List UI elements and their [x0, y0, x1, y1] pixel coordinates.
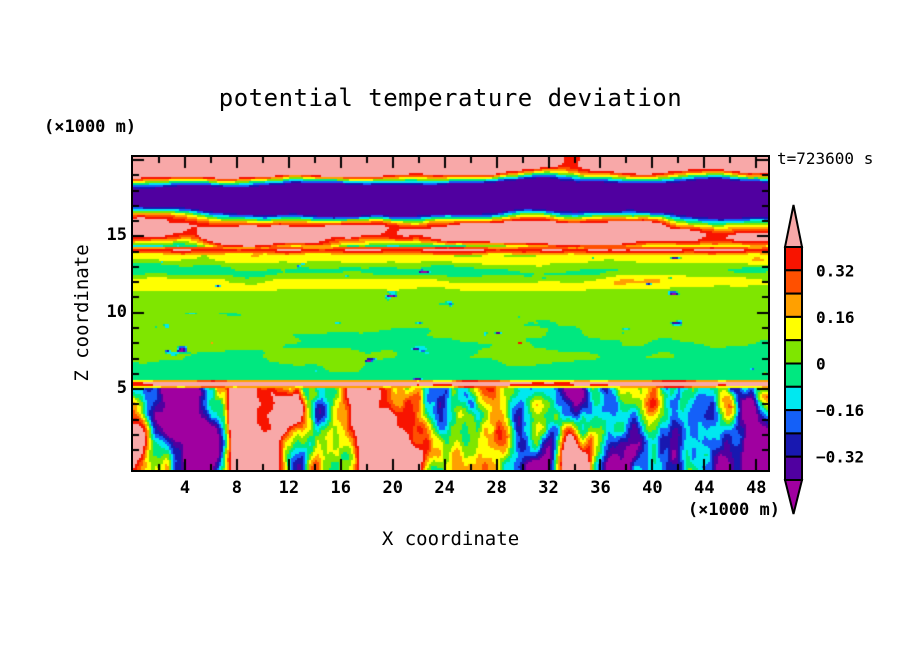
colorbar-arrow-low	[783, 479, 804, 515]
x-tick-label: 32	[538, 478, 559, 498]
x-tick-label: 36	[590, 478, 611, 498]
plot-area	[131, 155, 770, 472]
colorbar-segment	[784, 315, 803, 342]
colorbar-arrow-high	[783, 204, 804, 248]
colorbar: 0.32 0.16 0 −0.16 −0.32	[783, 204, 864, 515]
x-axis-unit-label: (×1000 m)	[687, 500, 780, 520]
colorbar-tick-label: −0.32	[816, 448, 864, 467]
y-tick-label: 15	[106, 225, 127, 246]
colorbar-tick-label: 0.32	[816, 261, 855, 280]
y-axis-unit-label: (×1000 m)	[44, 117, 137, 137]
y-tick-label: 10	[106, 301, 127, 322]
colorbar-segment	[784, 362, 803, 388]
colorbar-segment	[784, 339, 803, 365]
x-tick-label: 40	[642, 478, 663, 498]
x-tick-label: 12	[278, 478, 300, 498]
temperature-deviation-heatmap	[133, 157, 768, 470]
colorbar-tick-label: −0.16	[816, 401, 864, 420]
colorbar-tick-label: 0	[816, 355, 826, 374]
colorbar-segment	[784, 432, 803, 458]
chart-title: potential temperature deviation	[218, 84, 683, 112]
y-tick-label: 5	[116, 378, 127, 399]
x-tick-label: 44	[694, 478, 715, 498]
x-tick-label: 28	[486, 478, 507, 498]
x-tick-label: 8	[231, 478, 242, 498]
x-tick-label: 4	[179, 478, 191, 498]
time-annotation: t=723600 s	[777, 149, 874, 168]
x-axis-title: X coordinate	[381, 528, 520, 550]
colorbar-segment	[784, 409, 803, 435]
x-tick-label: 48	[746, 478, 767, 498]
x-tick-label: 24	[434, 478, 455, 498]
colorbar-segment	[784, 292, 803, 318]
x-tick-label: 20	[382, 478, 403, 498]
colorbar-tick-label: 0.16	[816, 308, 855, 327]
colorbar-segment	[784, 385, 803, 412]
x-tick-label: 16	[330, 478, 351, 498]
colorbar-segment	[784, 269, 803, 295]
colorbar-segment	[784, 246, 803, 272]
colorbar-segment	[784, 455, 803, 481]
